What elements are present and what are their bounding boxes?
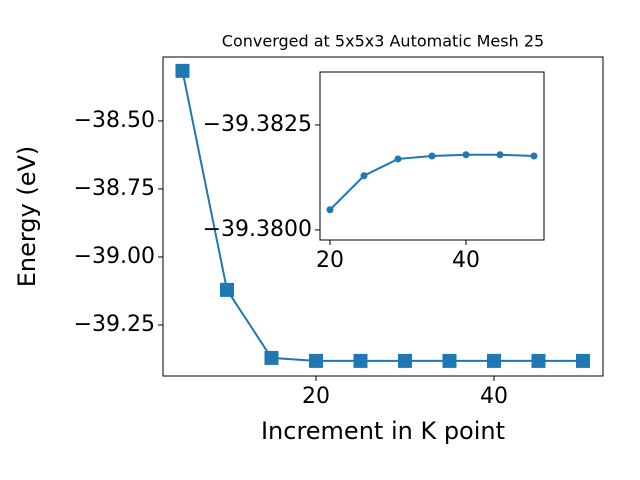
marker: [219, 282, 234, 297]
y-tick-label: −39.00: [74, 244, 155, 269]
y-tick-label: −38.50: [74, 108, 155, 133]
series-line: [181, 70, 583, 362]
x-axis-label: Increment in K point: [261, 417, 505, 445]
marker: [397, 353, 412, 368]
y-tick-label: −39.25: [74, 312, 155, 337]
marker: [353, 353, 368, 368]
marker: [394, 155, 402, 163]
marker: [486, 353, 501, 368]
marker: [264, 350, 279, 365]
y-tick-label: −39.3800: [203, 217, 312, 242]
marker: [575, 353, 590, 368]
y-tick-label: −38.75: [74, 176, 155, 201]
chart-title: Converged at 5x5x3 Automatic Mesh 25: [222, 32, 544, 51]
x-tick-label: 20: [302, 384, 330, 409]
x-tick-label: 40: [452, 248, 480, 273]
marker: [442, 353, 457, 368]
marker: [496, 151, 504, 159]
marker: [326, 206, 334, 214]
marker: [531, 353, 546, 368]
marker: [428, 152, 436, 160]
y-axis-label: Energy (eV): [13, 146, 41, 288]
marker: [360, 172, 368, 180]
y-tick-label: −39.3825: [203, 112, 312, 137]
x-tick-label: 20: [316, 248, 344, 273]
x-tick-label: 40: [480, 384, 508, 409]
marker: [530, 152, 538, 160]
marker: [462, 151, 470, 159]
marker: [175, 63, 190, 78]
marker: [308, 353, 323, 368]
